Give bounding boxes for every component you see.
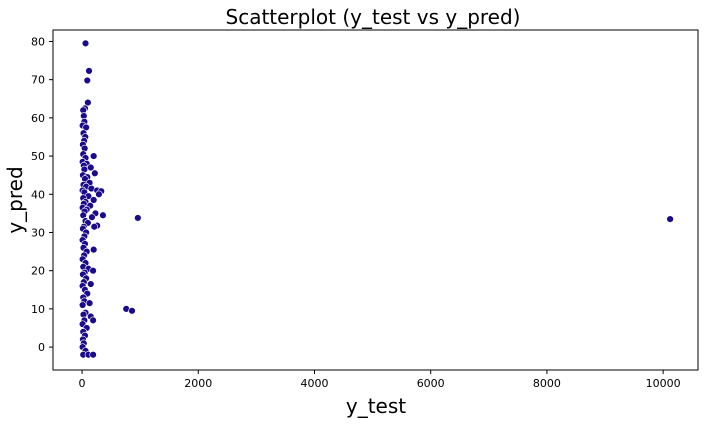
scatter-point <box>85 67 93 75</box>
scatter-point <box>89 266 97 275</box>
scatter-point <box>89 196 98 204</box>
scatter-point <box>83 76 91 85</box>
y-tick-label: 80 <box>31 35 45 48</box>
scatter-point <box>90 223 98 231</box>
plot-points <box>78 39 674 359</box>
scatter-point <box>134 214 142 222</box>
scatter-point <box>666 215 674 223</box>
x-tick-label: 0 <box>79 377 86 390</box>
scatter-point <box>91 169 99 177</box>
y-tick-label: 10 <box>31 303 45 316</box>
plot-frame <box>52 29 699 371</box>
x-axis-label: y_test <box>346 394 406 418</box>
y-axis-label: y_pred <box>3 166 27 233</box>
y-axis: 0 10 20 30 40 50 60 70 80 <box>31 35 53 354</box>
y-tick-label: 60 <box>31 112 45 125</box>
scatter-point <box>128 307 136 315</box>
scatter-point <box>81 39 90 48</box>
x-tick-label: 8000 <box>533 377 561 390</box>
x-tick-label: 2000 <box>184 377 212 390</box>
x-tick-label: 4000 <box>300 377 328 390</box>
y-tick-label: 40 <box>31 188 45 201</box>
scatter-point <box>87 163 95 172</box>
scatter-point <box>78 301 87 309</box>
scatter-point <box>89 316 97 325</box>
scatter-point <box>89 351 97 359</box>
x-tick-label: 6000 <box>417 377 445 390</box>
y-tick-label: 0 <box>38 341 45 354</box>
scatter-point <box>99 211 107 219</box>
y-tick-label: 20 <box>31 265 45 278</box>
x-axis: 0 2000 4000 6000 8000 10000 <box>79 370 681 390</box>
scatter-point <box>87 280 95 288</box>
scatter-point <box>89 245 98 254</box>
scatter-point <box>95 190 103 198</box>
scatter-point <box>88 213 96 221</box>
chart-title: Scatterplot (y_test vs y_pred) <box>226 5 521 29</box>
scatter-point <box>89 152 98 160</box>
y-tick-label: 70 <box>31 74 45 87</box>
scatter-point <box>84 98 92 107</box>
y-tick-label: 30 <box>31 226 45 239</box>
x-tick-label: 10000 <box>646 377 681 390</box>
y-tick-label: 50 <box>31 150 45 163</box>
scatter-point <box>85 299 94 307</box>
